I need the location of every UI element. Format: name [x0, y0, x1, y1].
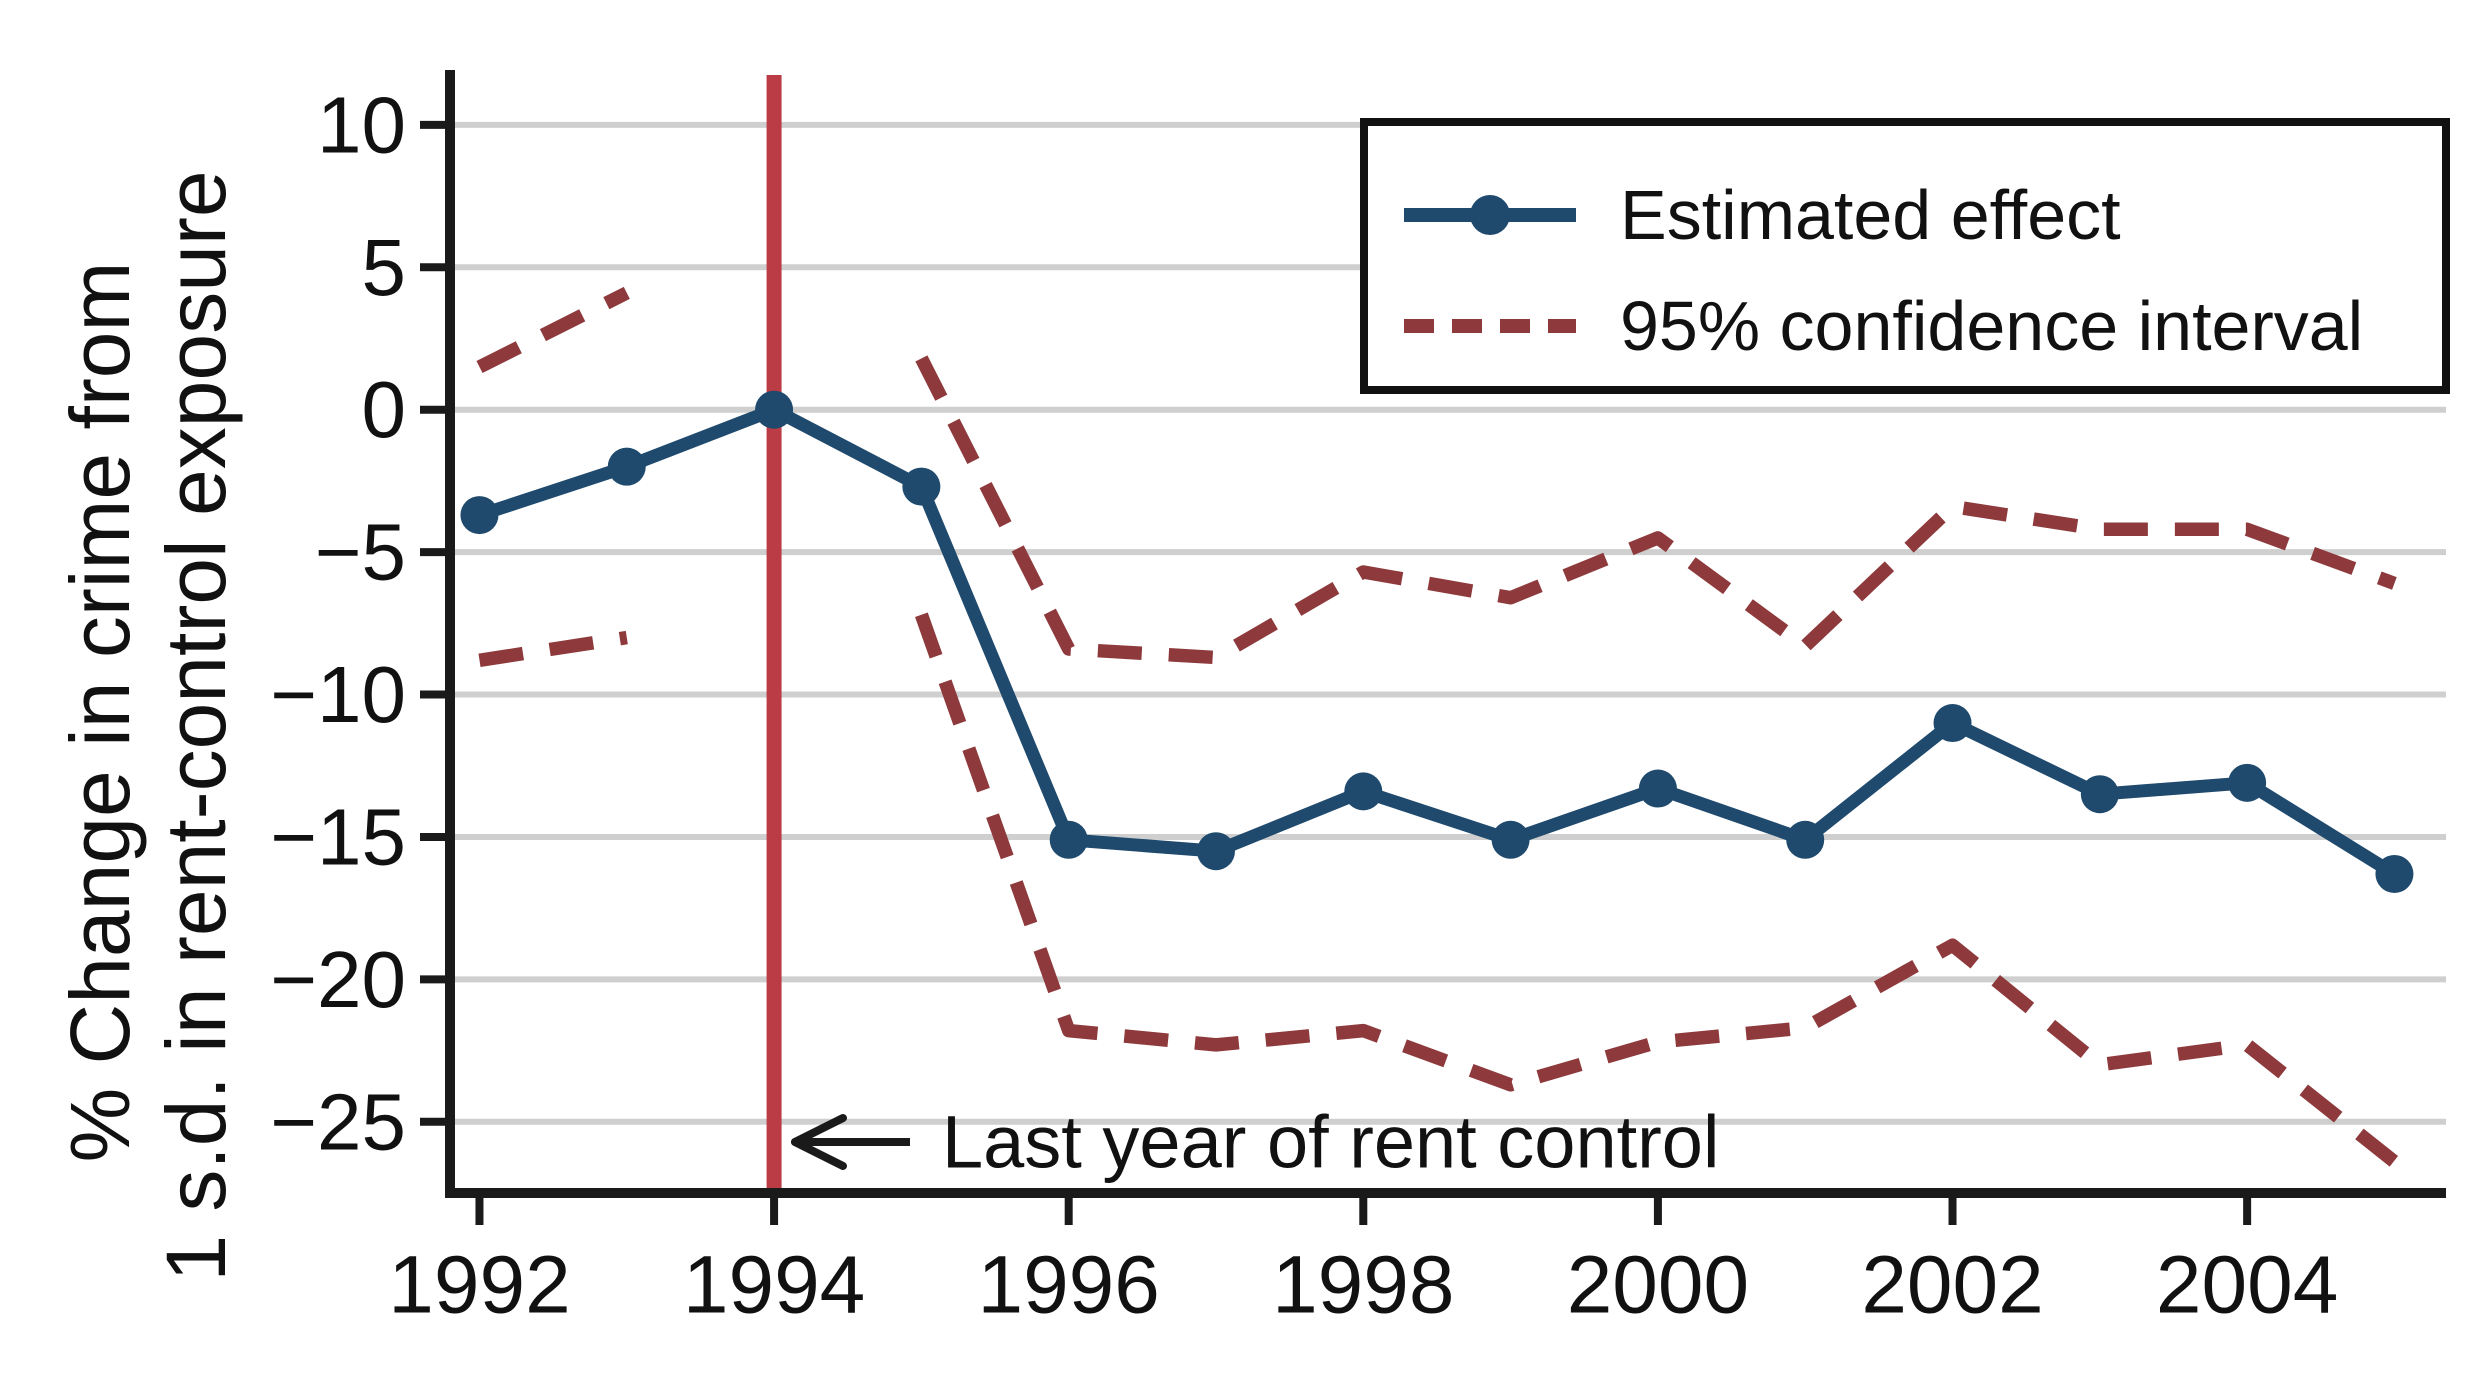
legend-effect-sample-marker [1470, 195, 1510, 235]
x-tick-label: 2004 [2156, 1240, 2338, 1331]
effect-marker-1995 [902, 467, 941, 506]
series-layer [460, 286, 2414, 1167]
x-tick-label: 1994 [683, 1240, 865, 1331]
annotation-text: Last year of rent control [942, 1101, 1719, 1184]
effect-marker-2001 [1786, 820, 1825, 859]
x-tick-label: 1996 [977, 1240, 1159, 1331]
effect-marker-2000 [1638, 769, 1677, 808]
effect-marker-2002 [1933, 704, 1972, 743]
x-tick-label: 1998 [1272, 1240, 1454, 1331]
upper-ci-line [476, 286, 630, 374]
y-tick-label: 0 [362, 365, 407, 454]
x-tick-label: 1992 [388, 1240, 570, 1331]
effect-marker-1993 [607, 447, 646, 486]
y-tick-label: 5 [362, 223, 407, 312]
effect-marker-2003 [2080, 775, 2119, 814]
effect-marker-1992 [460, 496, 499, 535]
y-tick-label: −20 [270, 935, 406, 1024]
y-tick-label: −10 [270, 650, 406, 739]
y-tick-label: −25 [270, 1077, 406, 1166]
legend-label-estimated-effect: Estimated effect [1620, 176, 2121, 254]
lower-ci-line [915, 612, 2399, 1167]
axes-layer: 10 5 0 −5 −10 −15 −20 −25 1992 1994 1996 1998 2000 20… [270, 70, 2446, 1331]
estimated-effect-line [477, 403, 2398, 880]
legend-label-confidence-interval: 95% confidence interval [1620, 287, 2363, 365]
x-tick-label: 2000 [1567, 1240, 1749, 1331]
effect-marker-1999 [1491, 820, 1530, 859]
effect-marker-2004 [2228, 763, 2267, 802]
y-tick-label: 10 [317, 80, 406, 169]
effect-marker-2005 [2375, 854, 2414, 893]
x-tick-label: 2002 [1861, 1240, 2043, 1331]
annotation-arrowhead-upper [791, 1114, 847, 1146]
y-tick-label: −5 [315, 508, 406, 597]
effect-marker-1997 [1196, 832, 1235, 871]
annotation-layer: Last year of rent control [791, 1101, 1719, 1184]
y-tick-label: −15 [270, 792, 406, 881]
y-axis-title-line2: 1 s.d. in rent-control exposure [149, 170, 243, 1281]
upper-ci-line [915, 355, 2397, 665]
legend-layer: Estimated effect 95% confidence interval [1360, 118, 2450, 394]
axis-title-layer: % Change in crime from 1 s.d. in rent-con… [53, 170, 243, 1281]
effect-marker-1996 [1049, 820, 1088, 859]
legend-box [1360, 118, 2450, 394]
y-axis-title-line1: % Change in crime from [53, 262, 147, 1163]
lower-ci-line [478, 630, 628, 667]
effect-marker-1998 [1344, 772, 1383, 811]
annotation-arrowhead-lower [791, 1138, 847, 1170]
effect-marker-1994 [755, 390, 794, 429]
